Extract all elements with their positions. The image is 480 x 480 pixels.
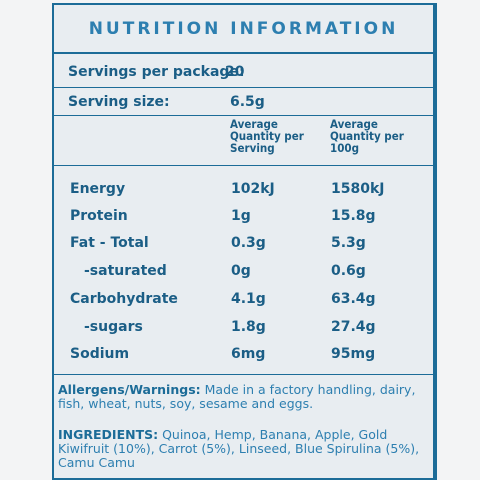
nutrient-name: -sugars xyxy=(84,319,143,335)
allergens-label: Allergens/Warnings: xyxy=(58,382,201,397)
divider-serving-size xyxy=(54,115,433,116)
allergens-block: Allergens/Warnings: Made in a factory ha… xyxy=(58,383,434,411)
nutrient-per-100g: 1580kJ xyxy=(331,181,385,197)
nutrient-per-serving: 1.8g xyxy=(231,319,266,335)
nutrient-per-serving: 0g xyxy=(231,263,251,279)
nutrient-name: Fat - Total xyxy=(70,235,149,251)
nutrient-per-100g: 15.8g xyxy=(331,208,376,224)
allergens-text: Made in a factory handling, dairy, fish,… xyxy=(58,382,416,411)
ingredients-text: Quinoa, Hemp, Banana, Apple, Gold Kiwifr… xyxy=(58,427,420,470)
ingredients-label: INGREDIENTS: xyxy=(58,427,159,442)
nutrient-name: Protein xyxy=(70,208,128,224)
nutrient-name: -saturated xyxy=(84,263,167,279)
nutrient-per-serving: 1g xyxy=(231,208,251,224)
divider-servings xyxy=(54,87,433,88)
nutrient-per-100g: 95mg xyxy=(331,346,376,362)
nutrient-per-100g: 63.4g xyxy=(331,291,376,307)
servings-per-package-value: 20 xyxy=(225,64,245,80)
divider-title xyxy=(54,52,433,54)
panel-right-edge xyxy=(435,3,437,480)
nutrient-name: Energy xyxy=(70,181,126,197)
column-header-per-100g: Average Quantity per 100g xyxy=(330,117,404,155)
nutrition-panel: NUTRITION INFORMATION Servings per packa… xyxy=(52,3,435,480)
servings-per-package-label: Servings per package: xyxy=(68,64,245,80)
nutrient-name: Carbohydrate xyxy=(70,291,178,307)
nutrient-per-100g: 5.3g xyxy=(331,235,366,251)
ingredients-block: INGREDIENTS: Quinoa, Hemp, Banana, Apple… xyxy=(58,428,434,470)
column-header-per-serving: Average Quantity per Serving xyxy=(230,117,304,155)
serving-size-label: Serving size: xyxy=(68,94,170,110)
nutrient-name: Sodium xyxy=(70,346,130,362)
divider-table-bottom xyxy=(54,374,433,375)
nutrient-per-serving: 102kJ xyxy=(231,181,275,197)
nutrient-per-100g: 0.6g xyxy=(331,263,366,279)
nutrient-per-serving: 4.1g xyxy=(231,291,266,307)
divider-headers xyxy=(54,165,433,166)
panel-title: NUTRITION INFORMATION xyxy=(88,19,399,39)
nutrient-per-serving: 0.3g xyxy=(231,235,266,251)
nutrient-per-100g: 27.4g xyxy=(331,319,376,335)
nutrient-per-serving: 6mg xyxy=(231,346,266,362)
serving-size-value: 6.5g xyxy=(230,94,265,110)
